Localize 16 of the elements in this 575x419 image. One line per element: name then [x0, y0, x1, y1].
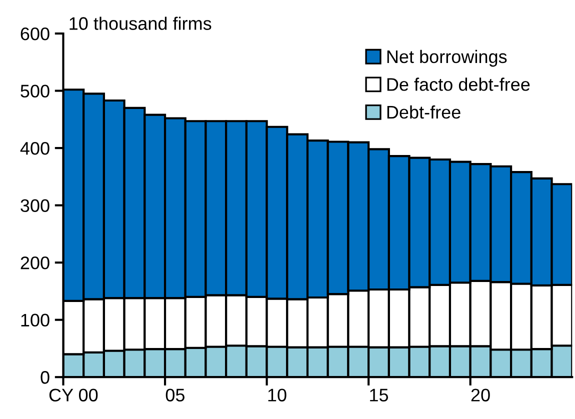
y-tick-label: 300	[20, 199, 50, 212]
y-tick-label: 500	[20, 84, 50, 98]
y-axis-title: 10 thousand firms	[70, 16, 212, 30]
legend-label: Net borrowings	[387, 50, 507, 67]
y-tick-label: 200	[20, 256, 50, 270]
x-tick-label: CY 00	[49, 388, 98, 402]
x-tick-label: 10	[268, 388, 286, 402]
y-tick-label: 0	[40, 371, 50, 384]
legend-label: De facto debt-free	[387, 78, 530, 91]
y-tick-label: 600	[20, 27, 50, 40]
x-tick-label: 20	[471, 388, 490, 402]
x-tick-label: 15	[370, 388, 388, 402]
y-tick-label: 100	[21, 314, 50, 327]
legend-label: Debt-free	[387, 105, 460, 119]
y-tick-label: 400	[20, 142, 50, 155]
x-tick-label: 05	[166, 388, 184, 402]
